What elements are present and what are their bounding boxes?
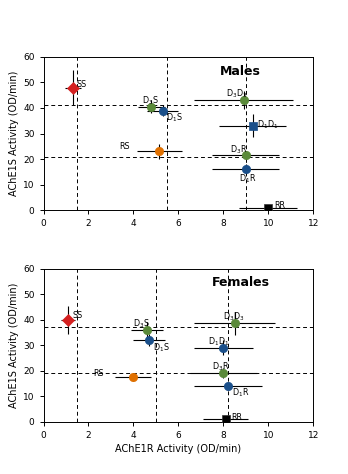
Text: D$_3$S: D$_3$S xyxy=(142,94,159,107)
Text: Females: Females xyxy=(211,276,269,289)
Text: D$_3$R: D$_3$R xyxy=(212,361,229,373)
Text: D$_1$S: D$_1$S xyxy=(152,341,169,354)
Text: D$_1$D$_1$: D$_1$D$_1$ xyxy=(207,335,229,347)
Y-axis label: AChE1S Activity (OD/min): AChE1S Activity (OD/min) xyxy=(9,283,19,408)
Text: D$_1$R: D$_1$R xyxy=(239,172,256,184)
Text: D$_3$S: D$_3$S xyxy=(133,317,150,330)
Text: SS: SS xyxy=(72,311,82,320)
Text: D$_3$D$_3$: D$_3$D$_3$ xyxy=(226,88,247,100)
Text: RR: RR xyxy=(274,201,285,210)
Text: Males: Males xyxy=(220,64,261,78)
Text: D$_1$R: D$_1$R xyxy=(232,386,250,399)
X-axis label: AChE1R Activity (OD/min): AChE1R Activity (OD/min) xyxy=(115,444,242,454)
Text: D$_3$D$_3$: D$_3$D$_3$ xyxy=(223,311,245,323)
Text: RR: RR xyxy=(231,413,242,422)
Text: RS: RS xyxy=(119,142,129,151)
Text: D$_3$R: D$_3$R xyxy=(230,144,247,156)
Text: RS: RS xyxy=(93,369,104,378)
Y-axis label: AChE1S Activity (OD/min): AChE1S Activity (OD/min) xyxy=(9,71,19,196)
Text: SS: SS xyxy=(77,81,87,90)
Text: D$_1$D$_1$: D$_1$D$_1$ xyxy=(257,118,278,131)
Text: D$_1$S: D$_1$S xyxy=(166,112,183,125)
